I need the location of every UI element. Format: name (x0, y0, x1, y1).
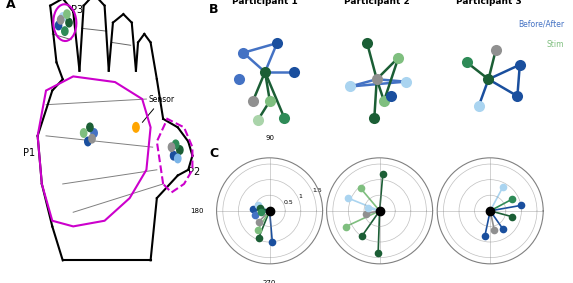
Text: Participant 3: Participant 3 (456, 0, 521, 6)
Circle shape (89, 134, 95, 143)
Circle shape (56, 21, 62, 30)
Circle shape (57, 16, 64, 24)
Circle shape (87, 123, 93, 132)
Text: Before/After: Before/After (519, 20, 564, 29)
Text: B: B (209, 3, 219, 16)
Text: C: C (209, 147, 218, 160)
Circle shape (64, 10, 70, 18)
Text: A: A (6, 0, 16, 12)
Text: Stim: Stim (547, 40, 564, 49)
Text: Sensor: Sensor (142, 95, 175, 122)
Circle shape (170, 151, 176, 160)
Circle shape (66, 18, 72, 27)
Circle shape (81, 129, 87, 137)
Circle shape (176, 146, 183, 154)
Circle shape (131, 121, 140, 134)
Text: P1: P1 (23, 148, 35, 158)
Circle shape (175, 154, 181, 163)
Text: P3: P3 (71, 5, 83, 15)
Circle shape (60, 13, 66, 21)
Circle shape (85, 137, 91, 146)
Text: Participant 2: Participant 2 (344, 0, 410, 6)
Circle shape (62, 27, 68, 35)
Text: P2: P2 (188, 168, 201, 177)
Circle shape (91, 129, 97, 137)
Text: Participant 1: Participant 1 (232, 0, 298, 6)
Circle shape (172, 140, 179, 149)
Circle shape (168, 143, 175, 151)
